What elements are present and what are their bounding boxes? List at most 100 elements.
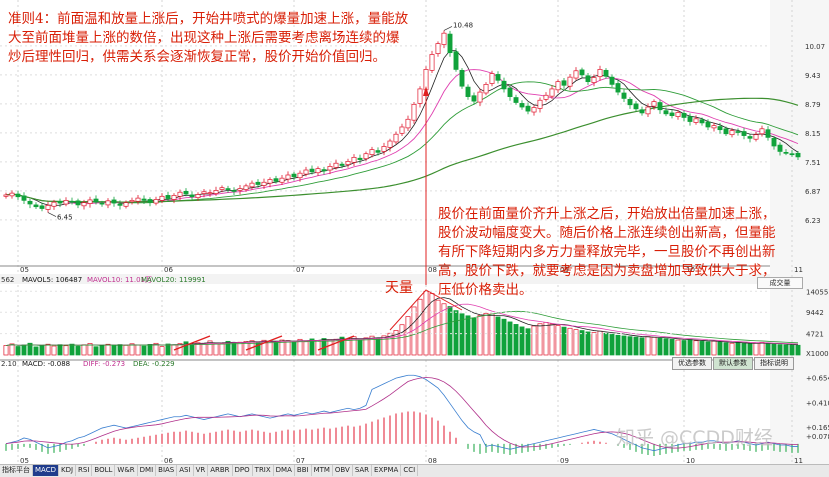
price-tick-label: 7.51	[805, 159, 821, 167]
optimal-params-button[interactable]: 优选参数	[672, 357, 712, 370]
volume-bar	[39, 344, 45, 356]
candle-body	[105, 200, 111, 206]
tab-bbi[interactable]: BBI	[295, 465, 312, 476]
candle-body	[411, 103, 417, 121]
tab-sar[interactable]: SAR	[353, 465, 373, 476]
default-params-button[interactable]: 默认参数	[713, 357, 753, 370]
tab-vr[interactable]: VR	[194, 465, 209, 476]
tab-kdj[interactable]: KDJ	[59, 465, 77, 476]
tab-dpo[interactable]: DPO	[233, 465, 253, 476]
tab-指标平台[interactable]: 指标平台	[0, 465, 33, 476]
volume-bar	[519, 326, 525, 356]
candle-body	[759, 128, 765, 135]
macd-tick-label: +0.078	[806, 433, 829, 441]
tab-boll[interactable]: BOLL	[92, 465, 116, 476]
volume-bar	[645, 336, 651, 356]
candle-body	[675, 112, 681, 117]
volume-bar	[33, 346, 39, 356]
tab-asi[interactable]: ASI	[177, 465, 194, 476]
candle-body	[477, 91, 483, 103]
volume-bar	[711, 340, 717, 356]
candle-body	[33, 204, 39, 208]
candle-body	[777, 144, 783, 152]
price-tick-label: 6.23	[805, 217, 821, 225]
volume-bar	[471, 317, 477, 356]
candle-body	[45, 205, 51, 210]
tab-trix[interactable]: TRIX	[253, 465, 274, 476]
candle-body	[669, 112, 675, 116]
high-marker-line	[443, 26, 453, 31]
candle-body	[21, 195, 27, 201]
tab-w&r[interactable]: W&R	[115, 465, 138, 476]
volume-bar	[339, 336, 345, 356]
date-label-11: 11	[794, 266, 803, 274]
candle-body	[399, 126, 405, 134]
volume-bar	[195, 342, 201, 356]
volume-bar	[111, 345, 117, 356]
candle-body	[345, 161, 351, 165]
volume-bar	[189, 343, 195, 356]
tab-mtm[interactable]: MTM	[312, 465, 333, 476]
indicator-help-button[interactable]: 指标说明	[754, 357, 794, 370]
tab-macd[interactable]: MACD	[33, 465, 59, 476]
indicator-dropdown[interactable]: 成交量	[757, 277, 803, 289]
candle-body	[261, 181, 267, 186]
candle-body	[705, 121, 711, 128]
candle-body	[447, 33, 453, 54]
volume-average-lines	[5, 297, 799, 346]
candle-body	[327, 166, 333, 171]
right-axis-bg	[770, 0, 829, 464]
volume-bar	[3, 345, 9, 356]
candle-body	[273, 178, 279, 182]
candle-body	[429, 54, 435, 71]
volume-bar	[399, 324, 405, 356]
volume-bar	[639, 337, 645, 356]
tab-dma[interactable]: DMA	[274, 465, 295, 476]
volume-bar	[69, 343, 75, 356]
candle-body	[747, 136, 753, 139]
candle-body	[51, 201, 57, 207]
volume-bar	[21, 344, 27, 356]
diff-label: DIFF: -0.273	[83, 360, 125, 368]
candle-body	[609, 76, 615, 85]
low-marker-line	[47, 212, 57, 217]
candle-body	[243, 185, 249, 190]
candle-body	[471, 95, 477, 102]
volume-bar	[243, 341, 249, 356]
candle-body	[135, 197, 141, 202]
tab-dmi[interactable]: DMI	[138, 465, 157, 476]
tab-expma[interactable]: EXPMA	[372, 465, 402, 476]
tab-bias[interactable]: BIAS	[156, 465, 178, 476]
tab-cci[interactable]: CCI	[401, 465, 419, 476]
candle-body	[681, 113, 687, 118]
candle-body	[159, 195, 165, 201]
volume-bar	[363, 337, 369, 356]
volume-bar	[219, 343, 225, 356]
volume-bar	[315, 340, 321, 356]
candle-body	[483, 84, 489, 94]
vertical-gridlines	[17, 0, 793, 464]
mavol10-label: MAVOL10: 11.01万	[87, 276, 152, 284]
volume-bar	[657, 337, 663, 356]
volume-bar	[9, 343, 15, 356]
tab-rsi[interactable]: RSI	[76, 465, 93, 476]
candle-body	[333, 162, 339, 168]
date-label-bottom-08: 08	[428, 457, 437, 465]
volume-bar	[369, 335, 375, 356]
candle-body	[663, 110, 669, 115]
spike-arrow-head	[423, 86, 429, 96]
candle-body	[231, 190, 237, 192]
date-label-bottom-07: 07	[296, 457, 305, 465]
price-tick-label: 6.87	[805, 188, 821, 196]
low-price-label: 6.45	[57, 214, 73, 222]
volume-bar	[333, 338, 339, 356]
candle-body	[9, 192, 15, 197]
tab-obv[interactable]: OBV	[333, 465, 353, 476]
volume-bar	[579, 330, 585, 356]
candle-body	[735, 131, 741, 133]
candle-body	[303, 169, 309, 175]
tab-arbr[interactable]: ARBR	[208, 465, 233, 476]
candle-body	[297, 172, 303, 179]
volume-bar	[207, 340, 213, 356]
price-axis-ticks: 10.07 9.43 8.79 8.15 7.51 6.87 6.23	[805, 43, 825, 225]
